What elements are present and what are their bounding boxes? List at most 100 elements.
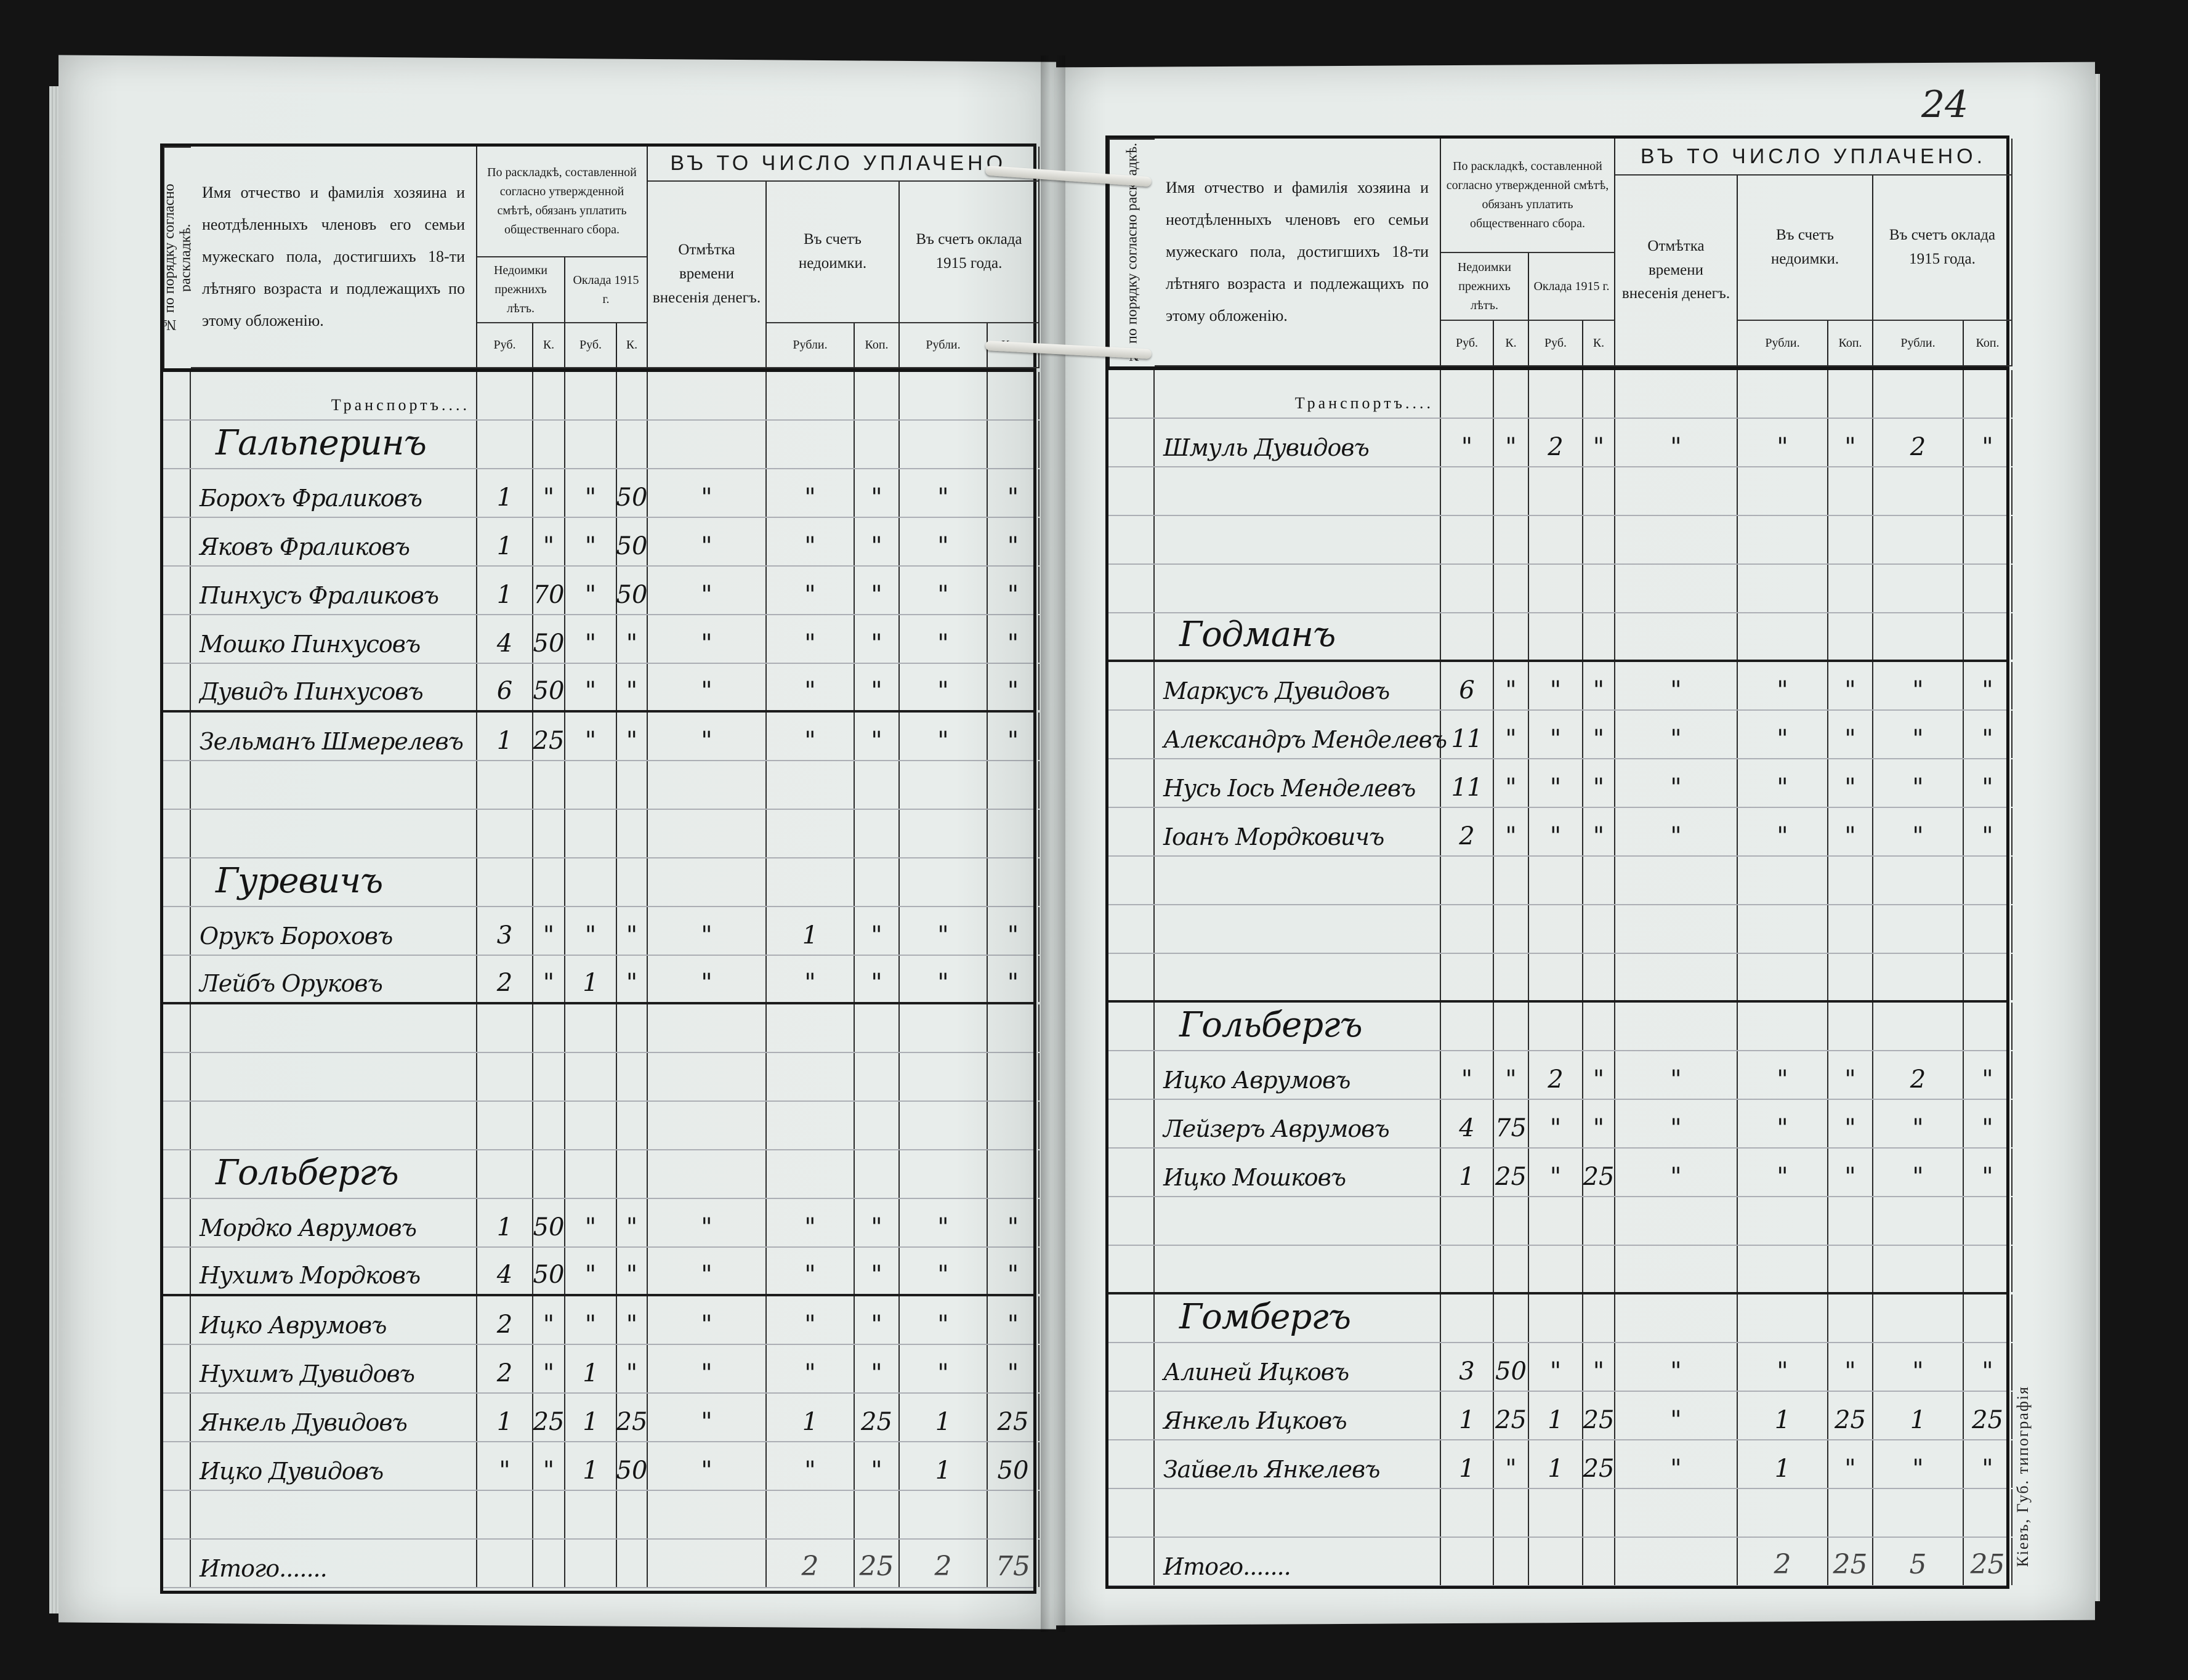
cell-arrears-rub xyxy=(1441,905,1494,953)
row-number-cell xyxy=(1108,1489,1155,1537)
cell-paid-levy-kop: " xyxy=(988,518,1040,565)
cell-arrears-rub: 6 xyxy=(477,664,533,710)
cell-arrears-k xyxy=(1494,1538,1529,1585)
cell-levy-k xyxy=(1583,1246,1615,1292)
person-name xyxy=(1155,516,1441,563)
cell-paid-arrears-kop: " xyxy=(855,469,900,517)
cell-levy-rub: " xyxy=(565,1199,617,1246)
row-number-cell xyxy=(163,567,191,614)
cell-paid-levy-kop: " xyxy=(1964,1100,2012,1147)
row-number-cell xyxy=(1108,1003,1155,1050)
cell-paid-levy-kop xyxy=(1964,1489,2012,1537)
cell-levy-rub xyxy=(565,1540,617,1587)
cell-paid-levy-kop xyxy=(988,1004,1040,1052)
row-number-cell xyxy=(163,713,191,760)
cell-paid-arrears-kop xyxy=(1828,1197,1873,1245)
cell-arrears-k xyxy=(1494,1294,1529,1342)
person-name: Мордко Аврумовъ xyxy=(191,1199,477,1246)
cell-levy-k xyxy=(1583,1294,1615,1342)
cell-levy-k xyxy=(1583,905,1615,953)
cell-levy-rub: " xyxy=(565,567,617,614)
person-name: Лейзеръ Аврумовъ xyxy=(1155,1100,1441,1147)
cell-paid-levy-rubli: " xyxy=(1873,1343,1964,1391)
cell-payment-mark xyxy=(1615,565,1738,612)
cell-arrears-rub: 1 xyxy=(477,1394,533,1441)
cell-levy-rub xyxy=(565,1150,617,1198)
table-row: Янкель Ицковъ 1 25 1 25 " 1 25 1 25 xyxy=(1108,1392,2012,1440)
cell-paid-arrears-kop: " xyxy=(855,664,900,710)
person-name: Маркусъ Дувидовъ xyxy=(1155,662,1441,709)
cell-paid-levy-kop: " xyxy=(988,907,1040,955)
cell-payment-mark xyxy=(648,810,767,857)
table-row: Александръ Менделевъ 11 " " " " " " " " xyxy=(1108,711,2012,759)
cell-payment-mark xyxy=(1615,1246,1738,1292)
cell-levy-k xyxy=(617,761,648,809)
cell-levy-rub xyxy=(565,421,617,468)
person-name: Іоанъ Мордковичъ xyxy=(1155,808,1441,855)
cell-payment-mark: " xyxy=(1615,759,1738,807)
cell-arrears-k: " xyxy=(1494,1440,1529,1488)
cell-arrears-rub xyxy=(1441,857,1494,904)
person-name xyxy=(1155,565,1441,612)
cell-paid-arrears-rubli: " xyxy=(767,1345,855,1392)
cell-arrears-k: " xyxy=(533,907,565,955)
cell-levy-k: " xyxy=(617,956,648,1002)
cell-levy-rub: " xyxy=(1529,662,1583,709)
row-number-cell xyxy=(163,1345,191,1392)
cell-arrears-rub xyxy=(1441,467,1494,515)
family-name: Гольбергъ xyxy=(1155,1003,1441,1050)
cell-paid-arrears-kop xyxy=(1828,1489,1873,1537)
cell-paid-levy-rubli: " xyxy=(900,1296,988,1344)
cell-arrears-k: " xyxy=(1494,808,1529,855)
cell-levy-k: " xyxy=(1583,711,1615,758)
header-toward-arrears: Въ счетъ недоимки. xyxy=(1738,176,1873,321)
cell-arrears-k: 25 xyxy=(533,713,565,760)
cell-paid-levy-kop: " xyxy=(1964,711,2012,758)
cell-paid-levy-rubli xyxy=(900,810,988,857)
cell-paid-levy-rubli xyxy=(1873,1294,1964,1342)
cell-levy-k: " xyxy=(617,1248,648,1294)
person-name: Ицко Мошковъ xyxy=(1155,1149,1441,1196)
cell-arrears-rub: 4 xyxy=(477,615,533,663)
cell-paid-arrears-rubli: " xyxy=(1738,1051,1828,1099)
cell-payment-mark xyxy=(1615,857,1738,904)
cell-arrears-k xyxy=(533,372,565,419)
cell-payment-mark xyxy=(1615,1538,1738,1585)
cell-arrears-k xyxy=(533,1053,565,1100)
cell-payment-mark: " xyxy=(648,1345,767,1392)
cell-levy-k xyxy=(617,1004,648,1052)
cell-paid-levy-rubli: " xyxy=(900,713,988,760)
cell-arrears-k xyxy=(533,761,565,809)
table-row: Мордко Аврумовъ 1 50 " " " " " " " xyxy=(163,1199,1040,1248)
cell-arrears-k: 50 xyxy=(533,664,565,710)
row-number-cell xyxy=(1108,857,1155,904)
cell-payment-mark: " xyxy=(1615,1149,1738,1196)
header-levy-1915: Оклада 1915 г. xyxy=(1529,253,1615,321)
cell-arrears-k xyxy=(533,858,565,906)
cell-levy-k xyxy=(617,810,648,857)
cell-paid-arrears-rubli: " xyxy=(1738,1100,1828,1147)
cell-paid-levy-rubli xyxy=(1873,516,1964,563)
cell-levy-k: " xyxy=(1583,1343,1615,1391)
cell-levy-rub: 2 xyxy=(1529,1051,1583,1099)
row-number-cell xyxy=(1108,759,1155,807)
row-number-cell xyxy=(1108,1100,1155,1147)
cell-paid-levy-rubli xyxy=(1873,613,1964,660)
cell-levy-rub xyxy=(1529,1538,1583,1585)
family-name: Гольбергъ xyxy=(191,1150,477,1198)
cell-paid-arrears-kop: " xyxy=(1828,808,1873,855)
cell-arrears-k: " xyxy=(533,1345,565,1392)
cell-arrears-rub xyxy=(477,1491,533,1538)
cell-paid-levy-kop xyxy=(1964,370,2012,418)
cell-arrears-k xyxy=(533,1540,565,1587)
cell-paid-arrears-rubli: " xyxy=(1738,1149,1828,1196)
cell-arrears-k xyxy=(1494,516,1529,563)
cell-paid-arrears-kop: " xyxy=(855,907,900,955)
cell-paid-levy-kop: " xyxy=(1964,1149,2012,1196)
family-heading-row: Гуревичъ xyxy=(163,858,1040,907)
cell-arrears-k: " xyxy=(533,518,565,565)
cell-paid-arrears-rubli xyxy=(767,810,855,857)
person-name xyxy=(1155,905,1441,953)
person-name: Дувидъ Пинхусовъ xyxy=(191,664,477,710)
cell-arrears-k: " xyxy=(533,1442,565,1490)
